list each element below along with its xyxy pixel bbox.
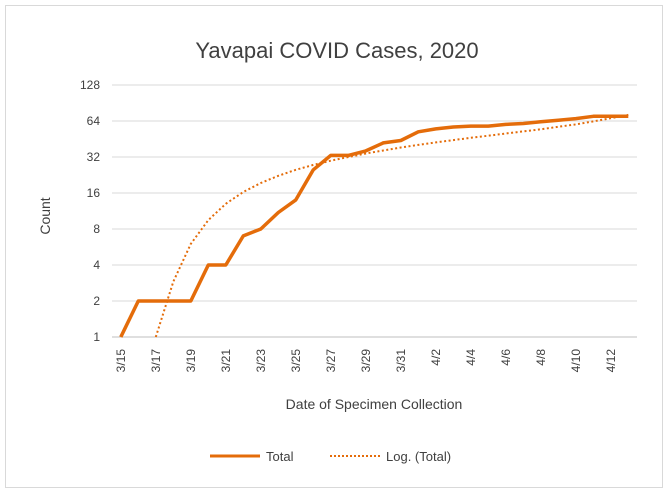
series-line-log-total — [154, 113, 629, 338]
y-tick-label: 64 — [87, 114, 101, 128]
x-tick-label: 4/8 — [534, 349, 548, 366]
x-tick-label: 3/23 — [254, 349, 268, 373]
x-tick-label: 3/15 — [114, 349, 128, 373]
x-tick-label: 3/19 — [184, 349, 198, 373]
x-tick-label: 4/6 — [499, 349, 513, 366]
chart: Yavapai COVID Cases, 2020 1248163264128 … — [37, 38, 637, 464]
y-tick-label: 32 — [87, 150, 101, 164]
x-tick-label: 3/17 — [149, 349, 163, 373]
x-tick-label: 4/4 — [464, 349, 478, 366]
y-tick-label: 1 — [93, 330, 100, 344]
legend-label-log-total: Log. (Total) — [386, 449, 451, 464]
x-tick-label: 4/2 — [429, 349, 443, 366]
x-tick-label: 3/31 — [394, 349, 408, 373]
x-tick-label: 3/27 — [324, 349, 338, 373]
x-tick-label: 3/29 — [359, 349, 373, 373]
legend: Total Log. (Total) — [210, 449, 451, 464]
y-tick-label: 16 — [87, 186, 101, 200]
y-axis-ticks: 1 2 4 8 16 32 64 128 — [80, 78, 100, 344]
y-tick-label: 8 — [93, 222, 100, 236]
y-tick-label: 2 — [93, 294, 100, 308]
x-tick-label: 4/10 — [569, 349, 583, 373]
chart-title: Yavapai COVID Cases, 2020 — [195, 38, 478, 63]
y-tick-label: 128 — [80, 78, 100, 92]
series-line-total — [119, 114, 629, 338]
x-axis-title: Date of Specimen Collection — [286, 396, 463, 412]
x-tick-label: 4/12 — [604, 349, 618, 373]
legend-label-total: Total — [266, 449, 294, 464]
x-tick-label: 3/21 — [219, 349, 233, 373]
y-axis-title: Count — [37, 197, 53, 234]
x-tick-label: 3/25 — [289, 349, 303, 373]
x-axis-ticks: 3/15 3/17 3/19 3/21 3/23 3/25 3/27 3/29 3/31 4/2 4… — [114, 349, 618, 373]
chart-frame: Yavapai COVID Cases, 2020 1 2 4 8 16 32 64 128 … — [5, 5, 663, 488]
gridlines — [112, 84, 637, 302]
y-tick-label: 4 — [93, 258, 100, 272]
